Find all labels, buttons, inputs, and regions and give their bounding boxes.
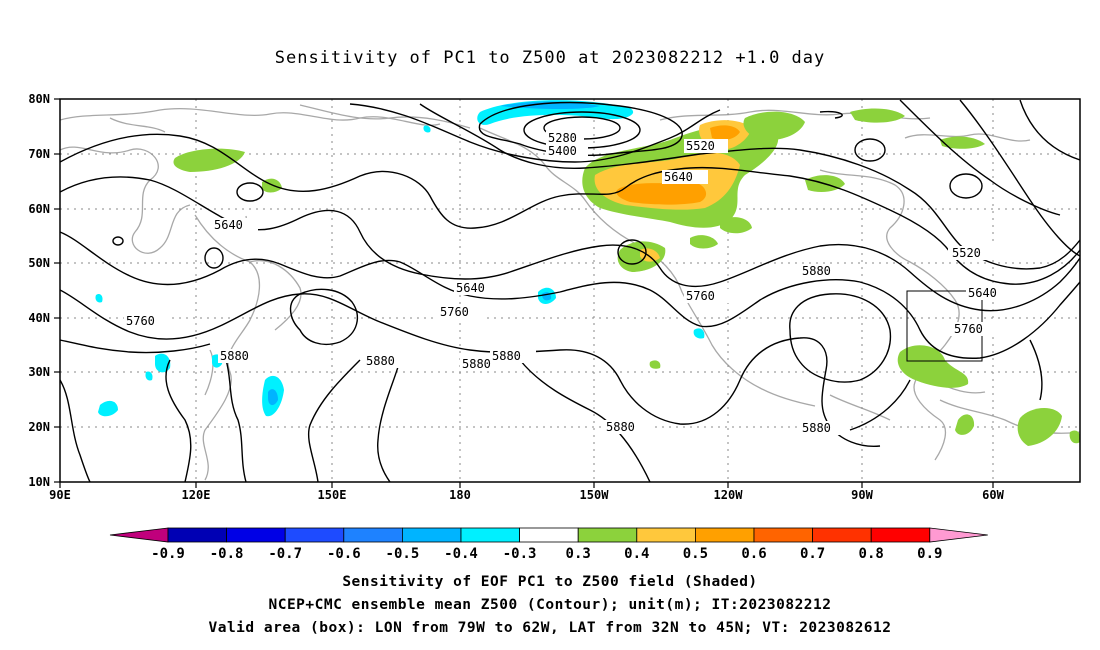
colorbar-tick-label: 0.5: [683, 546, 708, 562]
contour-label: 5880: [606, 420, 635, 434]
contour-label: 5760: [440, 305, 469, 319]
colorbar-tick-label: -0.5: [386, 546, 420, 562]
colorbar-tick-label: -0.7: [268, 546, 302, 562]
contour-label: 5640: [214, 218, 243, 232]
colorbar-swatch: [577, 527, 638, 543]
colorbar-labels: -0.9 -0.8 -0.7 -0.6 -0.5 -0.4 -0.3 0.3 0.4 0.5 0.6…: [151, 546, 942, 562]
colorbar-swatch: [460, 527, 520, 543]
lon-tick-label: 90W: [851, 488, 873, 502]
lat-tick-label: 70N: [28, 147, 50, 161]
colorbar-swatch: [636, 527, 696, 543]
contour-label: 5520: [686, 139, 715, 153]
colorbar-tick-label: -0.8: [210, 546, 244, 562]
contour-label: 5880: [802, 264, 831, 278]
contour-label: 5640: [664, 170, 693, 184]
colorbar-tick-label: -0.9: [151, 546, 185, 562]
contour-label: 5880: [462, 357, 491, 371]
lon-tick-label: 120W: [714, 488, 744, 502]
colorbar-tick-label: -0.4: [444, 546, 478, 562]
colorbar-arrow-left: [109, 527, 169, 543]
lat-tick-label: 40N: [28, 311, 50, 325]
colorbar-tick-label: 0.8: [859, 546, 884, 562]
colorbar-swatch: [753, 527, 813, 543]
caption-line-2: NCEP+CMC ensemble mean Z500 (Contour); u…: [268, 597, 832, 613]
colorbar-swatch: [812, 527, 872, 543]
map-border: [59, 98, 1081, 483]
contour-label: 5640: [968, 286, 997, 300]
colorbar-tick-label: 0.4: [624, 546, 649, 562]
lat-tick-label: 80N: [28, 92, 50, 106]
colorbar-swatch: [401, 527, 462, 543]
colorbar-tick-label: 0.3: [566, 546, 591, 562]
contour-label: 5640: [456, 281, 485, 295]
colorbar-swatch: [226, 527, 286, 543]
lon-tick-label: 90E: [49, 488, 71, 502]
colorbar-tick-label: 0.9: [917, 546, 942, 562]
lon-tick-label: 150W: [580, 488, 610, 502]
lon-tick-label: 180: [449, 488, 471, 502]
axis-ticks: [54, 98, 994, 488]
contour-label: 5400: [548, 144, 577, 158]
caption-line-3: Valid area (box): LON from 79W to 62W, L…: [208, 620, 892, 636]
lat-tick-label: 10N: [28, 475, 50, 489]
latitude-labels: 80N 70N 60N 50N 40N 30N 20N 10N: [28, 92, 50, 489]
contour-label: 5880: [802, 421, 831, 435]
contour-label: 5760: [126, 314, 155, 328]
colorbar-arrow-right: [929, 527, 988, 543]
lat-tick-label: 50N: [28, 256, 50, 270]
colorbar-swatch: [870, 527, 931, 543]
contour-label: 5880: [492, 349, 521, 363]
contour-label: 5520: [952, 246, 981, 260]
map-title: Sensitivity of PC1 to Z500 at 2023082212…: [274, 48, 826, 68]
lat-tick-label: 60N: [28, 202, 50, 216]
contour-label: 5760: [686, 289, 715, 303]
lon-tick-label: 60W: [982, 488, 1004, 502]
lat-tick-label: 30N: [28, 365, 50, 379]
contour-labels: 5280 5400 5520 5640 5640 5640 5520 5640 …: [124, 131, 1012, 435]
lon-tick-label: 120E: [182, 488, 211, 502]
colorbar: [109, 527, 988, 543]
contour-label: 5880: [220, 349, 249, 363]
lat-tick-label: 20N: [28, 420, 50, 434]
colorbar-swatch: [519, 527, 579, 543]
colorbar-swatch: [343, 527, 403, 543]
colorbar-tick-label: 0.6: [741, 546, 766, 562]
contour-label: 5280: [548, 131, 577, 145]
colorbar-tick-label: 0.7: [800, 546, 825, 562]
colorbar-swatch: [695, 527, 755, 543]
caption-line-1: Sensitivity of EOF PC1 to Z500 field (Sh…: [342, 574, 758, 590]
colorbar-tick-label: -0.3: [503, 546, 537, 562]
colorbar-tick-label: -0.6: [327, 546, 361, 562]
colorbar-swatch: [284, 527, 345, 543]
contour-label: 5880: [366, 354, 395, 368]
longitude-labels: 90E 120E 150E 180 150W 120W 90W 60W: [49, 488, 1004, 502]
colorbar-swatch: [167, 527, 227, 543]
contour-label: 5760: [954, 322, 983, 336]
lon-tick-label: 150E: [318, 488, 347, 502]
